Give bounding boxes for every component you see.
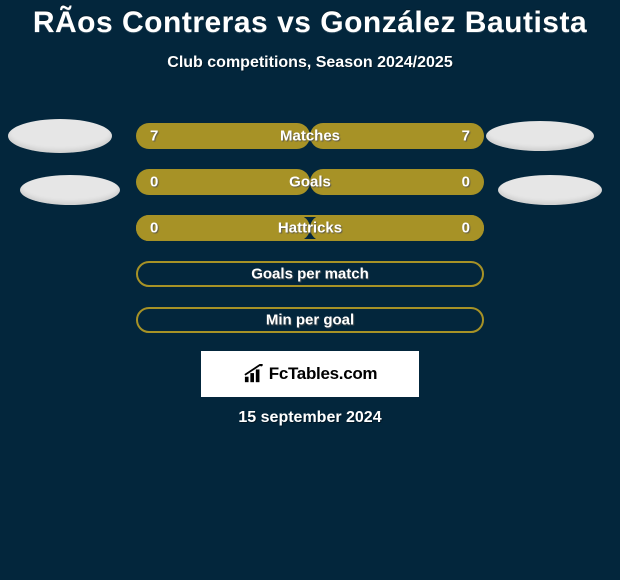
stat-row: Min per goal bbox=[136, 307, 484, 333]
comparison-bars: Matches 7 7 Goals 0 0 Hattricks 0 0 Goals per mat… bbox=[136, 123, 484, 353]
team-badge-left-2 bbox=[20, 175, 120, 205]
comparison-title: RÃ­os Contreras vs González Bautista bbox=[0, 0, 620, 40]
stat-value-left: 7 bbox=[150, 128, 158, 145]
stat-fill-right bbox=[310, 169, 484, 195]
stat-value-right: 0 bbox=[462, 174, 470, 191]
fctables-watermark: FcTables.com bbox=[201, 351, 419, 397]
stat-value-right: 7 bbox=[462, 128, 470, 145]
stat-row: Goals per match bbox=[136, 261, 484, 287]
stat-value-left: 0 bbox=[150, 174, 158, 191]
fctables-watermark-text: FcTables.com bbox=[269, 364, 378, 384]
stat-label: Matches bbox=[280, 128, 340, 145]
stat-value-left: 0 bbox=[150, 220, 158, 237]
comparison-subtitle: Club competitions, Season 2024/2025 bbox=[0, 54, 620, 72]
stat-row: Goals 0 0 bbox=[136, 169, 484, 195]
snapshot-date: 15 september 2024 bbox=[238, 409, 381, 427]
stat-row: Matches 7 7 bbox=[136, 123, 484, 149]
team-badge-right-2 bbox=[498, 175, 602, 205]
stat-label: Hattricks bbox=[278, 220, 342, 237]
stat-row: Hattricks 0 0 bbox=[136, 215, 484, 241]
stat-label: Goals bbox=[289, 174, 331, 191]
barchart-icon bbox=[243, 364, 265, 384]
team-badge-right-1 bbox=[486, 121, 594, 151]
stat-label: Min per goal bbox=[266, 312, 354, 329]
stat-fill-left bbox=[136, 169, 310, 195]
team-badge-left-1 bbox=[8, 119, 112, 153]
stat-label: Goals per match bbox=[251, 266, 369, 283]
stat-value-right: 0 bbox=[462, 220, 470, 237]
